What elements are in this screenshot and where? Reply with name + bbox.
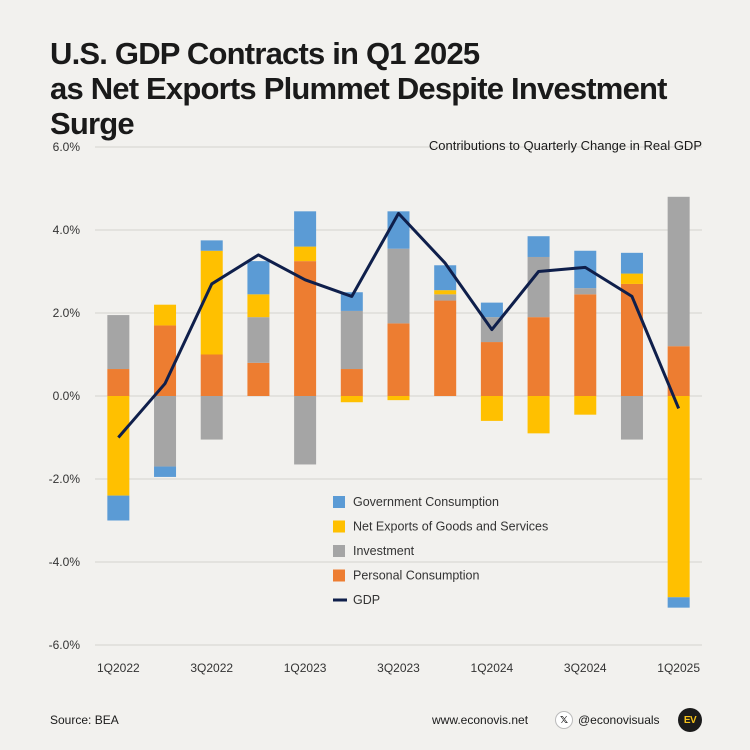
x-tick-label: 1Q2025 (657, 661, 700, 675)
bar-personal (247, 362, 270, 396)
bar-personal (294, 261, 317, 396)
bar-net_exports (107, 396, 130, 496)
bar-net_exports (480, 396, 503, 421)
gdp-contributions-chart: -6.0% -4.0% -2.0% 0.0% 2.0% 4.0% 6.0% 1Q2022 3Q2… (49, 138, 702, 675)
bar-personal (527, 317, 550, 396)
bar-personal (667, 346, 690, 396)
y-tick-label: 2.0% (53, 306, 81, 320)
bar-investment (294, 396, 317, 465)
title-line-2: as Net Exports Plummet Despite Investmen… (50, 71, 667, 141)
bar-investment (387, 248, 410, 324)
bar-net_exports (667, 396, 690, 598)
website-link[interactable]: www.econovis.net (432, 713, 529, 727)
bar-investment (107, 315, 130, 370)
axis-labels: -6.0% -4.0% -2.0% 0.0% 2.0% 4.0% 6.0% 1Q2022 3Q2… (49, 140, 701, 675)
x-icon: 𝕏 (555, 711, 573, 729)
chart-title: U.S. GDP Contracts in Q1 2025 as Net Exp… (50, 36, 750, 141)
bar-investment (247, 317, 270, 363)
legend-swatch-personal (333, 569, 345, 582)
bar-net_exports (154, 304, 177, 326)
bar-government (480, 302, 503, 318)
bar-government (154, 466, 177, 477)
x-tick-label: 1Q2023 (284, 661, 327, 675)
econovis-logo: EV (678, 708, 702, 732)
y-tick-label: 0.0% (53, 389, 81, 403)
legend-swatch-net_exports (333, 520, 345, 533)
bar-government (200, 240, 223, 251)
bar-investment (527, 256, 550, 318)
source-note: Source: BEA (50, 713, 119, 727)
bar-investment (574, 288, 597, 295)
handle-text: @econovisuals (578, 713, 660, 727)
x-tick-label: 3Q2024 (564, 661, 607, 675)
x-tick-label: 1Q2024 (471, 661, 514, 675)
bar-personal (480, 342, 503, 396)
bar-segments (107, 196, 690, 608)
bar-net_exports (434, 290, 457, 295)
bar-investment (154, 396, 177, 467)
legend-swatch-investment (333, 545, 345, 557)
legend-label: Investment (353, 544, 415, 558)
gdp-line-layer (117, 211, 681, 439)
bar-government (247, 261, 270, 295)
bar-personal (200, 354, 223, 396)
bar-net_exports (387, 396, 410, 401)
bar-investment (667, 196, 690, 347)
bar-personal (434, 300, 457, 396)
legend-label: Government Consumption (353, 495, 499, 509)
y-tick-label: 4.0% (53, 223, 81, 237)
legend-swatch-government (333, 496, 345, 508)
legend: Government Consumption Net Exports of Goo… (333, 495, 548, 607)
bar-net_exports (527, 396, 550, 434)
bar-net_exports (294, 246, 317, 262)
bar-net_exports (574, 396, 597, 415)
x-tick-label: 3Q2023 (377, 661, 420, 675)
bar-net_exports (620, 273, 643, 284)
bar-government (434, 265, 457, 291)
bar-government (107, 495, 130, 521)
y-tick-label: -6.0% (49, 638, 81, 652)
legend-label: Net Exports of Goods and Services (353, 520, 548, 534)
bar-government (574, 250, 597, 289)
bar-personal (154, 325, 177, 396)
bar-net_exports (200, 250, 223, 355)
bar-government (340, 292, 363, 311)
bar-personal (387, 323, 410, 396)
bar-government (667, 597, 690, 608)
bar-government (620, 252, 643, 274)
legend-label: Personal Consumption (353, 569, 480, 583)
y-tick-label: -4.0% (49, 555, 81, 569)
chart-subtitle: Contributions to Quarterly Change in Rea… (429, 138, 702, 153)
bar-government (294, 211, 317, 247)
bar-net_exports (247, 294, 270, 318)
bar-investment (340, 310, 363, 370)
legend-label: GDP (353, 593, 380, 607)
bar-personal (620, 283, 643, 396)
bar-investment (434, 294, 457, 301)
y-tick-label: -2.0% (49, 472, 81, 486)
social-handle[interactable]: 𝕏 @econovisuals (555, 711, 660, 729)
title-line-1: U.S. GDP Contracts in Q1 2025 (50, 36, 480, 71)
bar-net_exports (340, 396, 363, 403)
bar-personal (340, 369, 363, 396)
x-tick-label: 3Q2022 (190, 661, 233, 675)
x-tick-label: 1Q2022 (97, 661, 140, 675)
bar-investment (620, 396, 643, 440)
gdp-line (117, 211, 681, 439)
bar-investment (200, 396, 223, 440)
y-tick-label: 6.0% (53, 140, 81, 154)
bar-government (527, 236, 550, 257)
bar-personal (107, 369, 130, 396)
bar-personal (574, 294, 597, 396)
